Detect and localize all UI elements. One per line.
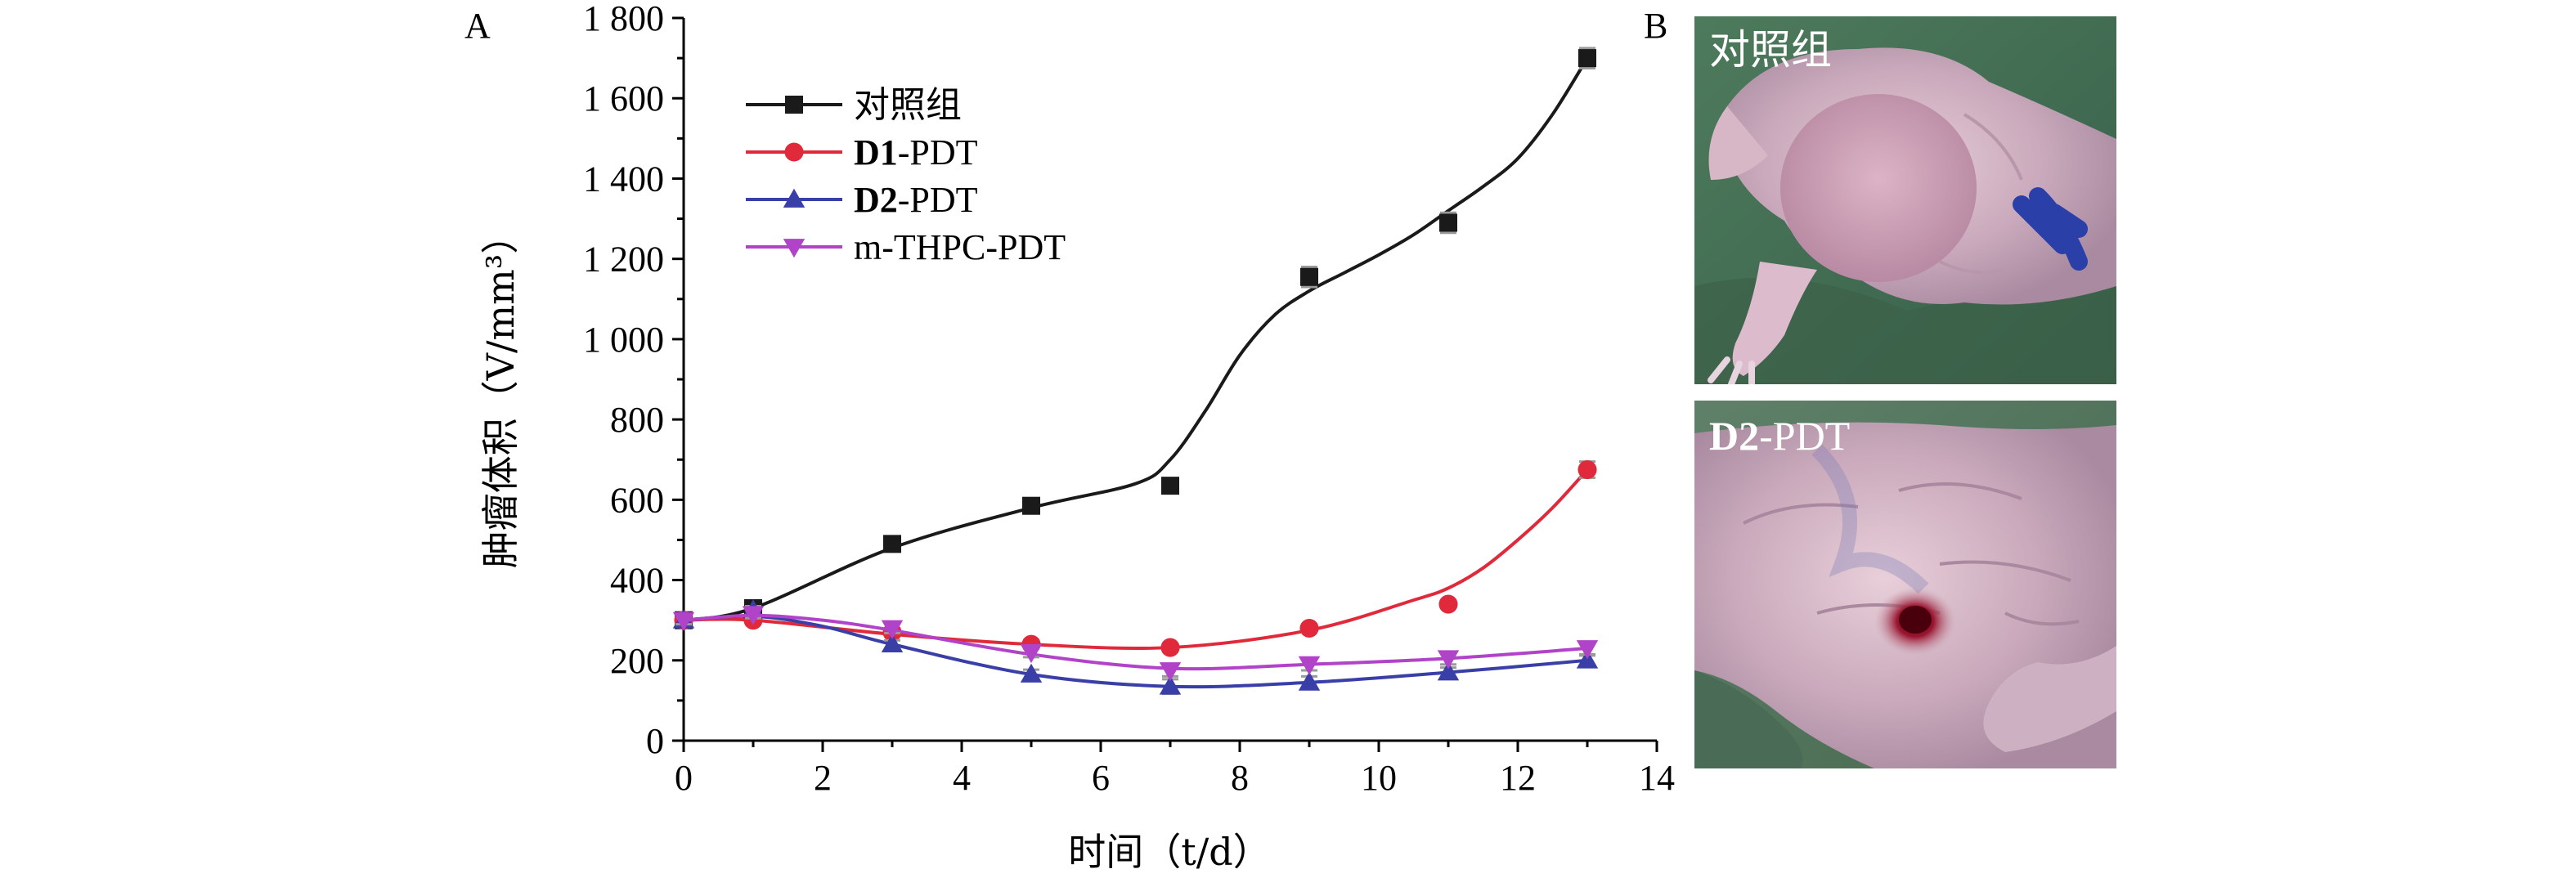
legend-item-2: D2-PDT	[746, 180, 978, 220]
panel-label-b: B	[1644, 6, 1667, 46]
series-line	[683, 613, 1588, 671]
data-point	[1437, 650, 1460, 670]
y-tick-label: 1 200	[583, 240, 664, 280]
data-point	[881, 633, 904, 653]
y-tick-label: 200	[610, 641, 664, 681]
y-tick-label: 0	[646, 721, 664, 761]
data-point	[1159, 675, 1182, 695]
data-point	[1298, 671, 1321, 691]
x-tick-label: 8	[1231, 758, 1249, 798]
x-tick-label: 10	[1361, 758, 1397, 798]
legend-item-3: m-THPC-PDT	[746, 227, 1066, 267]
data-point	[1437, 661, 1460, 681]
legend-marker	[783, 239, 806, 258]
data-point	[883, 535, 901, 553]
y-tick-label: 600	[610, 480, 664, 520]
series-line	[683, 614, 1588, 689]
legend-label: 对照组	[854, 85, 962, 125]
y-axis-title: 肿瘤体积（V/mm³）	[478, 217, 523, 568]
legend-marker	[785, 96, 803, 114]
data-point	[1576, 640, 1599, 660]
data-point	[672, 611, 695, 631]
y-tick-label: 1 000	[583, 320, 664, 360]
data-point	[1159, 662, 1182, 682]
data-point	[1300, 267, 1318, 286]
x-axis-title: 时间（t/d）	[1068, 830, 1270, 874]
series-3	[672, 606, 1599, 682]
legend-label: D1-PDT	[854, 132, 978, 172]
data-point	[1020, 644, 1043, 664]
series-0	[675, 47, 1596, 629]
legend-marker	[783, 188, 806, 208]
photo-caption-control: 对照组	[1709, 27, 1832, 73]
y-tick-label: 1 800	[583, 0, 664, 38]
y-tick-label: 1 600	[583, 78, 664, 119]
y-tick-label: 400	[610, 561, 664, 601]
tick-labels: 0 200 400 600 800 1 000 1 200 1 400 1 600 1 800 0 2…	[583, 0, 1675, 798]
legend-label: D2-PDT	[854, 180, 978, 220]
y-tick-label: 800	[610, 400, 664, 440]
photo-caption-d2-pdt: D2-PDT	[1709, 413, 1850, 459]
series-1	[674, 459, 1597, 657]
y-tick-label: 1 400	[583, 159, 664, 199]
legend: 对照组 D1-PDT D2-PDT m-THPC-PDT	[746, 85, 1066, 267]
data-point	[1298, 656, 1321, 675]
x-tick-label: 4	[953, 758, 971, 798]
photo-control: 对照组	[1694, 16, 2116, 384]
legend-label: m-THPC-PDT	[854, 227, 1066, 267]
photo-d2-pdt: D2-PDT	[1694, 401, 2116, 768]
data-point	[742, 606, 765, 625]
legend-marker	[784, 142, 804, 162]
data-point	[1577, 459, 1597, 480]
data-point	[1299, 618, 1319, 638]
data-point	[1160, 638, 1180, 657]
x-tick-label: 14	[1639, 758, 1675, 798]
x-tick-label: 6	[1092, 758, 1110, 798]
data-point	[1438, 594, 1458, 614]
data-point	[1161, 477, 1179, 495]
series-layer	[672, 47, 1599, 696]
x-tick-label: 12	[1500, 758, 1536, 798]
panel-label-a: A	[464, 6, 491, 46]
data-point	[881, 620, 904, 639]
x-tick-label: 0	[675, 758, 693, 798]
data-point	[1439, 213, 1457, 232]
x-tick-label: 2	[814, 758, 832, 798]
series-line	[683, 468, 1589, 651]
legend-item-0: 对照组	[746, 85, 962, 125]
chart: 0 200 400 600 800 1 000 1 200 1 400 1 600 1 800 0 2…	[478, 0, 1675, 874]
legend-item-1: D1-PDT	[746, 132, 978, 172]
data-point	[1578, 49, 1596, 68]
data-point	[1020, 663, 1043, 683]
series-line	[683, 57, 1589, 622]
data-point	[1022, 496, 1040, 515]
